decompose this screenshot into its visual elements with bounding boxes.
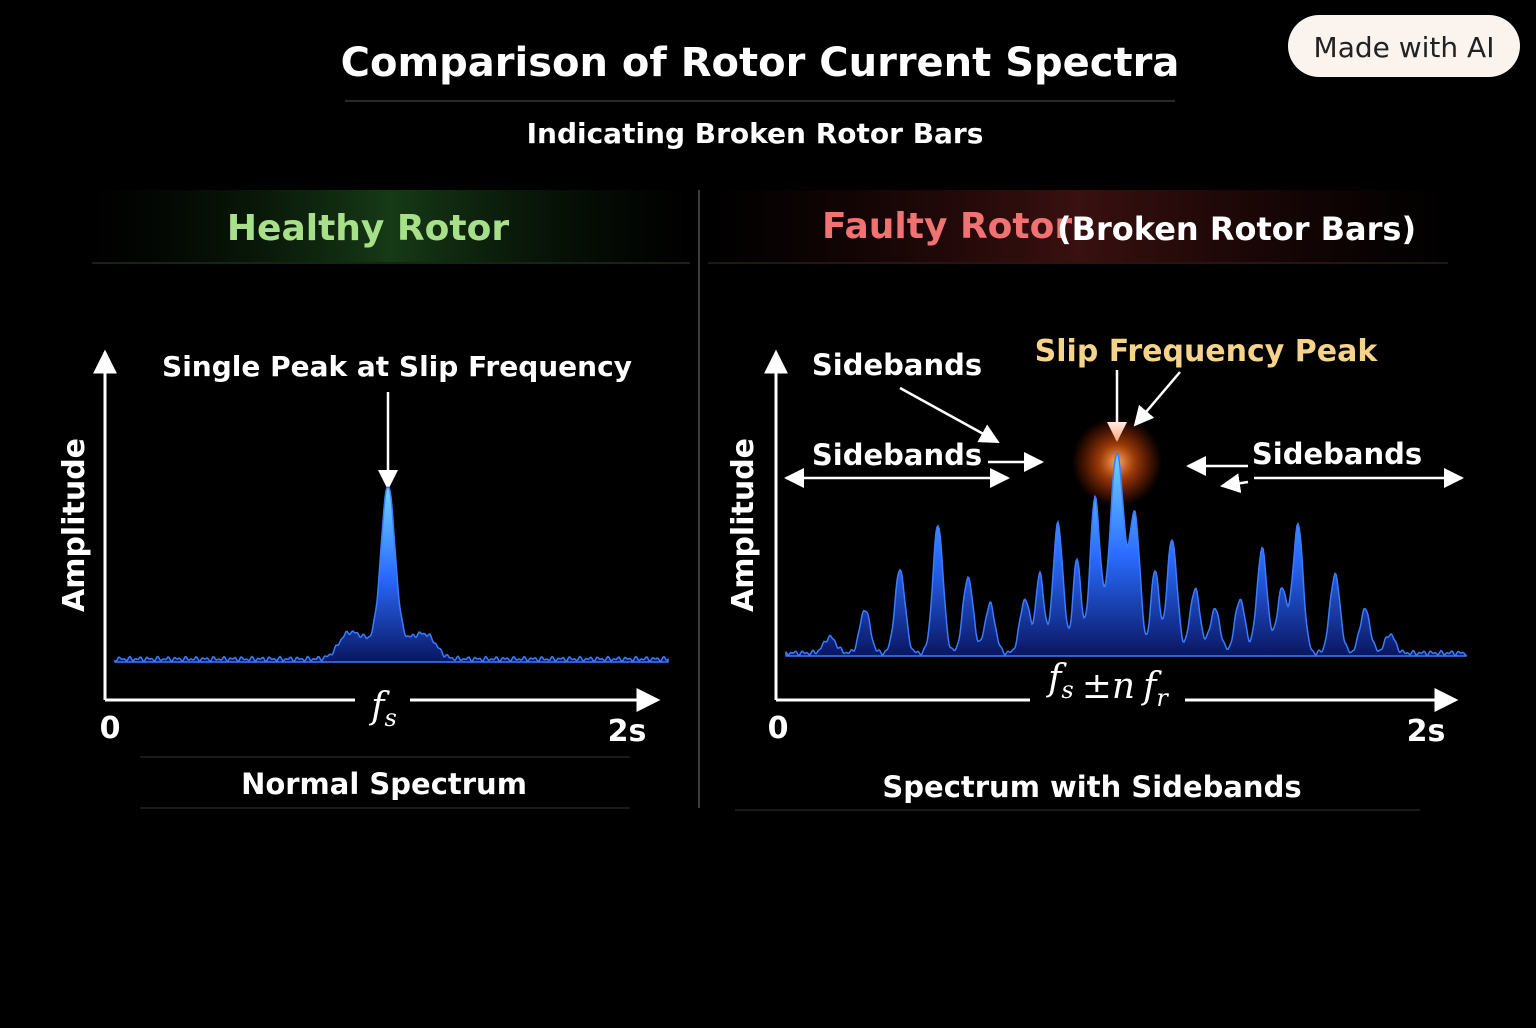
- title: Comparison of Rotor Current Spectra: [341, 40, 1180, 86]
- sideband-label: Sidebands: [1252, 437, 1422, 471]
- heading-note: (Broken Rotor Bars): [1057, 210, 1416, 248]
- badge-text: Made with AI: [1314, 31, 1495, 64]
- caption: Spectrum with Sidebands: [882, 770, 1301, 804]
- symbol: ±n: [1082, 666, 1135, 707]
- subtitle: Indicating Broken Rotor Bars: [527, 117, 984, 150]
- badge: [1288, 15, 1520, 77]
- subscript: r: [1156, 684, 1169, 712]
- x-marker: fs: [368, 686, 397, 732]
- header-band: [92, 190, 690, 262]
- x-end: 2s: [608, 714, 647, 749]
- caption: Normal Spectrum: [241, 767, 527, 801]
- x-end: 2s: [1407, 714, 1446, 749]
- spectrum: [785, 452, 1467, 657]
- heading: Faulty Rotor: [822, 206, 1072, 247]
- header-band: [708, 190, 1448, 262]
- heading: Healthy Rotor: [227, 208, 509, 249]
- subscript: s: [1061, 676, 1073, 704]
- annotation: Single Peak at Slip Frequency: [162, 350, 632, 383]
- arrow: [1220, 473, 1249, 494]
- arrow: [899, 386, 1000, 444]
- x-start: 0: [100, 711, 121, 746]
- y-label: Amplitude: [726, 438, 761, 612]
- arrow: [1133, 371, 1181, 427]
- x-start: 0: [768, 711, 789, 746]
- spectrum: [114, 486, 669, 663]
- sideband-label: Sidebands: [812, 438, 982, 472]
- y-label: Amplitude: [57, 438, 92, 612]
- peak-label: Slip Frequency Peak: [1035, 334, 1379, 369]
- x-marker: fs ±n fr: [1045, 658, 1169, 712]
- sideband-label: Sidebands: [812, 348, 982, 382]
- subscript: s: [385, 704, 397, 732]
